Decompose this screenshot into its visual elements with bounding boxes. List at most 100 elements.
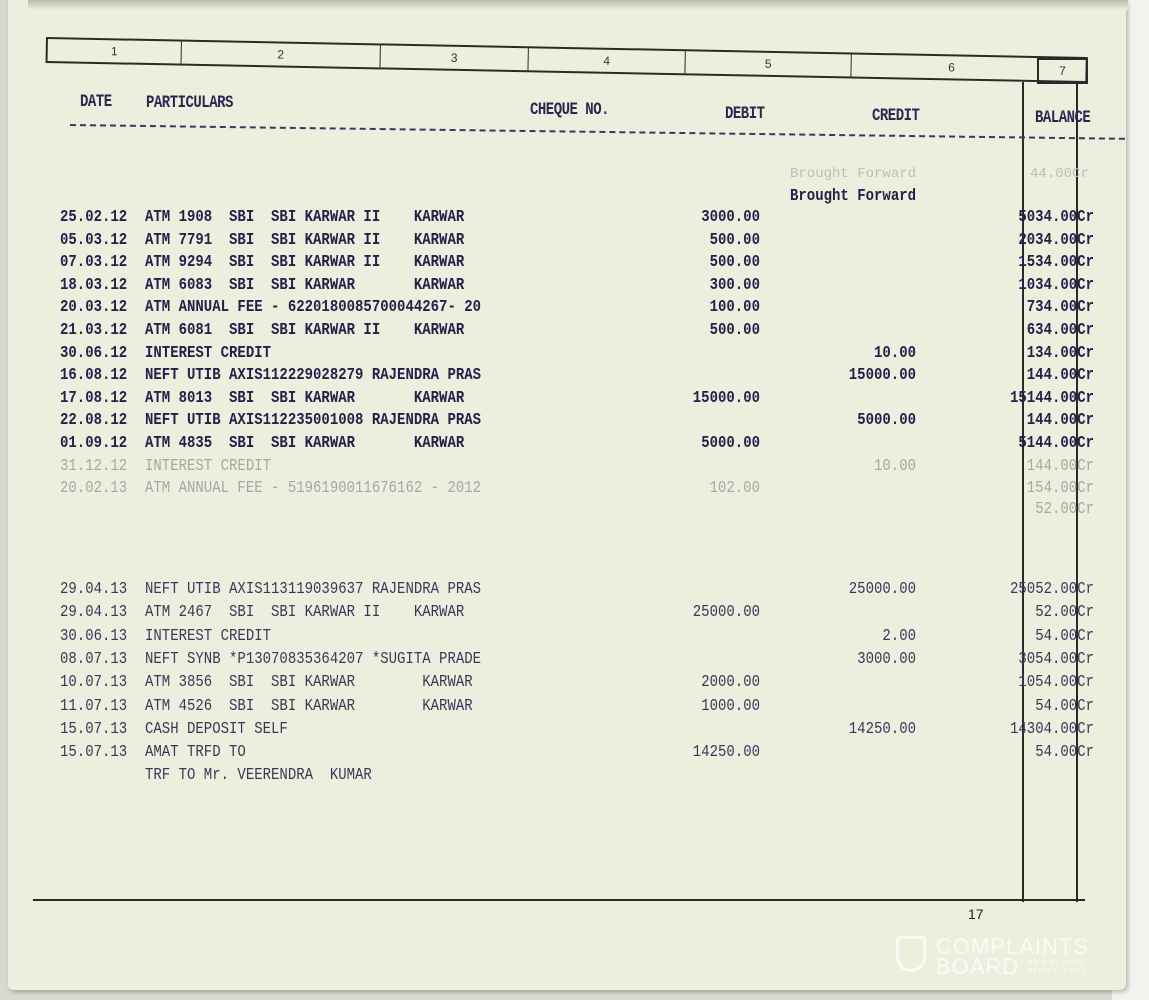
table-row: 05.03.12 ATM 7791 SBI SBI KARWAR II KARWA… — [8, 231, 1126, 253]
particulars: INTEREST CREDIT — [145, 343, 272, 363]
balance: 25052.00Cr — [1009, 580, 1094, 600]
particulars: CASH DEPOSIT SELF — [145, 719, 288, 739]
balance: 54.00Cr — [1035, 696, 1094, 716]
particulars: ATM 9294 SBI SBI KARWAR II KARWAR — [145, 253, 465, 273]
table-row: 16.08.12 NEFT UTIB AXIS112229028279 RAJEN… — [8, 366, 1126, 388]
credit: 15000.00 — [848, 366, 916, 386]
particulars: NEFT UTIB AXIS112229028279 RAJENDRA PRAS — [145, 366, 482, 386]
credit: 10.00 — [873, 343, 916, 363]
debit: 500.00 — [709, 321, 760, 341]
particulars: ATM 6083 SBI SBI KARWAR KARWAR — [145, 275, 465, 295]
particulars: AMAT TRFD TO — [145, 743, 246, 763]
particulars: ATM 7791 SBI SBI KARWAR II KARWAR — [145, 230, 465, 250]
particulars: ATM ANNUAL FEE - 6220180085700044267- 20 — [145, 298, 482, 318]
table-row: 30.06.13 INTEREST CREDIT 2.00 54.00Cr — [8, 627, 1126, 649]
table-row: 08.07.13 NEFT SYNB *P13070835364207 *SUGI… — [8, 650, 1126, 672]
credit: 2.00 — [882, 626, 916, 646]
balance: 54.00Cr — [1035, 743, 1094, 763]
particulars: ATM 6081 SBI SBI KARWAR II KARWAR — [145, 321, 465, 341]
debit: 500.00 — [709, 230, 760, 250]
particulars: INTEREST CREDIT — [145, 626, 272, 646]
debit: 300.00 — [709, 275, 760, 295]
table-row: 11.07.13 ATM 4526 SBI SBI KARWAR KARWAR 10… — [8, 697, 1126, 719]
header-dashed-rule — [69, 124, 1125, 140]
particulars: NEFT UTIB AXIS113119039637 RAJENDRA PRAS — [145, 580, 482, 600]
table-row: 22.08.12 NEFT UTIB AXIS112235001008 RAJEN… — [8, 411, 1126, 433]
date: 11.07.13 — [60, 696, 128, 716]
balance-column-line-left — [1022, 82, 1024, 902]
date: 16.08.12 — [60, 366, 128, 386]
particulars: ATM 2467 SBI SBI KARWAR II KARWAR — [145, 603, 465, 623]
balance: 14304.00Cr — [1009, 719, 1094, 739]
table-row: 10.07.13 ATM 3856 SBI SBI KARWAR KARWAR 20… — [8, 673, 1126, 695]
column-number: 5 — [685, 51, 852, 77]
date: 29.04.13 — [60, 603, 128, 623]
table-row: 29.04.13 ATM 2467 SBI SBI KARWAR II KARWA… — [8, 603, 1126, 625]
particulars: TRF TO Mr. VEERENDRA KUMAR — [145, 766, 372, 786]
debit: 500.00 — [709, 253, 760, 273]
particulars: ATM 1908 SBI SBI KARWAR II KARWAR — [145, 208, 465, 228]
table-row: 29.04.13 NEFT UTIB AXIS113119039637 RAJEN… — [8, 580, 1126, 602]
date: 08.07.13 — [60, 649, 128, 670]
header-cheque-no: CHEQUE NO. — [530, 100, 610, 120]
table-row: 01.09.12 ATM 4835 SBI SBI KARWAR KARWAR 50… — [8, 434, 1126, 456]
date: 07.03.12 — [60, 253, 128, 273]
table-row: 15.07.13 AMAT TRFD TO 14250.00 54.00Cr — [8, 743, 1126, 765]
table-row: 21.03.12 ATM 6081 SBI SBI KARWAR II KARWA… — [8, 321, 1126, 343]
balance: 1054.00Cr — [1018, 673, 1094, 693]
particulars: ATM 3856 SBI SBI KARWAR KARWAR — [145, 673, 473, 693]
particulars: ATM 4835 SBI SBI KARWAR KARWAR — [145, 434, 465, 454]
date: 10.07.13 — [60, 673, 128, 693]
debit: 14250.00 — [692, 743, 760, 763]
ghost-brought-forward: Brought Forward — [790, 166, 917, 182]
balance: 154.00Cr — [1026, 479, 1094, 499]
column-number: 4 — [528, 48, 686, 74]
header-credit: CREDIT — [872, 106, 920, 126]
header-particulars: PARTICULARS — [146, 93, 233, 113]
date: 25.02.12 — [60, 208, 128, 228]
particulars: ATM 4526 SBI SBI KARWAR KARWAR — [145, 696, 473, 716]
brought-forward-label: Brought Forward — [790, 187, 917, 207]
balance: 3054.00Cr — [1018, 649, 1094, 670]
balance-column-line-right — [1076, 82, 1078, 902]
particulars: NEFT UTIB AXIS112235001008 RAJENDRA PRAS — [145, 411, 482, 431]
balance: 1034.00Cr — [1018, 275, 1094, 295]
shield-icon — [896, 936, 926, 972]
balance: 52.00Cr — [1035, 603, 1094, 623]
bottom-rule — [33, 899, 1085, 901]
column-number-row: 1 2 3 4 5 6 — [45, 37, 1088, 83]
debit: 25000.00 — [692, 603, 760, 623]
date: 15.07.13 — [60, 743, 128, 763]
date: 30.06.13 — [60, 626, 128, 646]
table-row: 18.03.12 ATM 6083 SBI SBI KARWAR KARWAR 30… — [8, 276, 1126, 298]
column-number: 6 — [948, 60, 956, 75]
passbook-page: 1 2 3 4 5 6 7 DATE PARTICULARS CHEQUE NO… — [8, 0, 1128, 990]
table-row: TRF TO Mr. VEERENDRA KUMAR — [8, 766, 1126, 788]
table-row: 17.08.12 ATM 8013 SBI SBI KARWAR KARWAR 15… — [8, 389, 1126, 411]
date: 21.03.12 — [60, 321, 128, 341]
date: 20.03.12 — [60, 298, 128, 318]
debit: 5000.00 — [701, 434, 760, 454]
balance: 144.00Cr — [1026, 456, 1094, 476]
date: 30.06.12 — [60, 343, 128, 363]
date: 01.09.12 — [60, 434, 128, 454]
particulars: ATM ANNUAL FEE - 5196190011676162 - 2012 — [145, 479, 482, 499]
particulars: ATM 8013 SBI SBI KARWAR KARWAR — [145, 388, 465, 408]
watermark-line2: BOARD — [936, 954, 1020, 979]
date: 18.03.12 — [60, 275, 128, 295]
date: 05.03.12 — [60, 230, 128, 250]
page-top-edge — [28, 0, 1128, 10]
credit: 10.00 — [873, 456, 916, 476]
table-row: 20.03.12 ATM ANNUAL FEE - 622018008570004… — [8, 298, 1126, 320]
date: 20.02.13 — [60, 479, 128, 499]
balance: 5144.00Cr — [1018, 434, 1094, 454]
watermark-tagline: RESOLVING SINCE 2004 — [1028, 960, 1087, 975]
header-debit: DEBIT — [725, 104, 765, 124]
date: 22.08.12 — [60, 411, 128, 431]
balance: 15144.00Cr — [1009, 388, 1094, 408]
particulars: INTEREST CREDIT — [145, 456, 272, 476]
debit: 1000.00 — [701, 696, 760, 716]
credit: 3000.00 — [857, 649, 916, 670]
date: 29.04.13 — [60, 580, 128, 600]
header-balance: BALANCE — [1035, 108, 1091, 128]
